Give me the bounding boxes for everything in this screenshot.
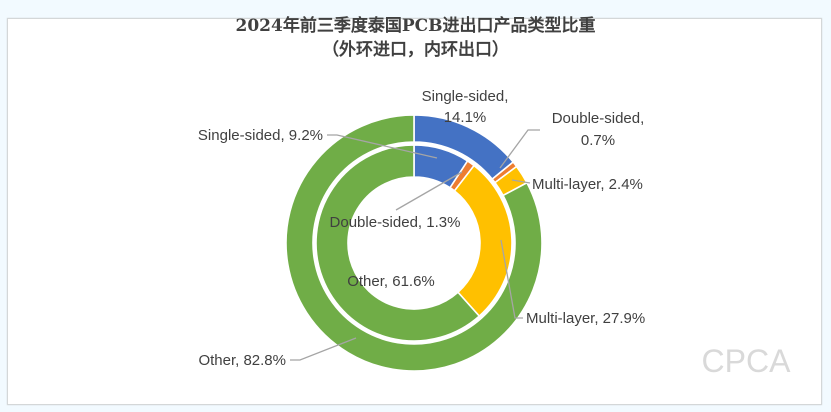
chart-title: 2024年前三季度泰国PCB进出口产品类型比重 （外环进口，内环出口） <box>0 14 831 62</box>
label-outer-multi: Multi-layer, 2.4% <box>532 176 643 193</box>
watermark-cpca: CPCA <box>702 343 792 379</box>
leader-lines <box>290 129 540 361</box>
leader-outer-other <box>290 337 357 361</box>
outer-slice-other <box>285 114 543 372</box>
inner-slice-other <box>315 144 481 342</box>
outer-ring-import <box>285 114 543 372</box>
label-outer-other: Other, 82.8% <box>198 352 286 369</box>
label-outer-single-line2: 14.1% <box>444 109 487 126</box>
label-inner-multi: Multi-layer, 27.9% <box>526 310 645 327</box>
inner-ring-export <box>315 144 513 342</box>
label-outer-double-line2: 0.7% <box>581 132 615 149</box>
chart-title-line1: 2024年前三季度泰国PCB进出口产品类型比重 <box>235 16 596 36</box>
leader-inner-multi <box>500 239 523 319</box>
leader-inner-single <box>327 134 438 159</box>
leader-outer-multi <box>511 179 531 184</box>
label-inner-other: Other, 61.6% <box>347 273 435 290</box>
label-outer-double-line1: Double-sided, <box>552 110 645 127</box>
leader-outer-double <box>499 129 540 169</box>
label-inner-double: Double-sided, 1.3% <box>330 214 461 231</box>
chart-title-line2: （外环进口，内环出口） <box>322 40 509 60</box>
label-inner-single: Single-sided, 9.2% <box>198 127 323 144</box>
leader-inner-double <box>395 171 463 211</box>
label-outer-single-line1: Single-sided, <box>422 88 509 105</box>
